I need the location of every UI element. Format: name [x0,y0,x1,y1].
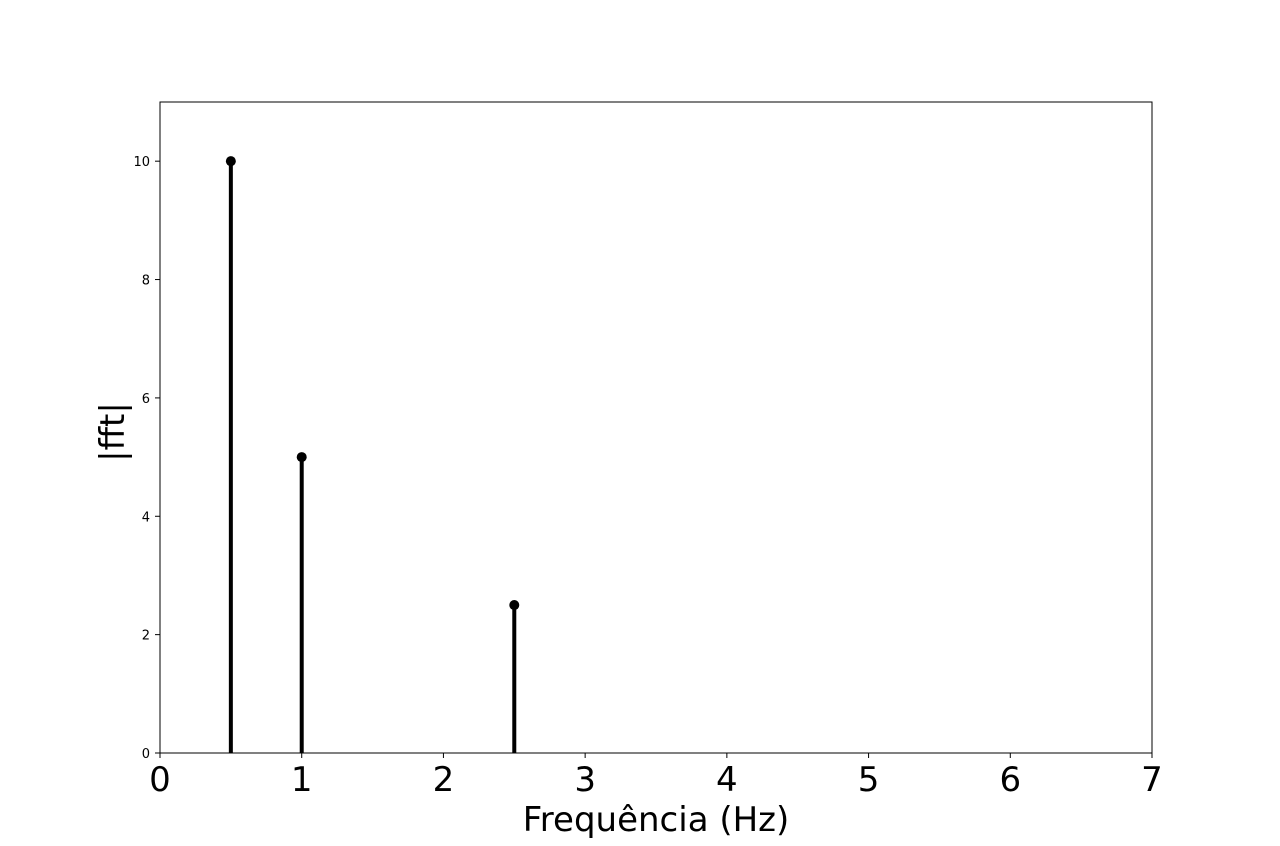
x-tick-label-4: 4 [716,760,738,800]
y-tick-label-1: 2 [142,629,150,644]
y-tick-label-0: 0 [142,747,150,762]
stem-marker-2 [509,600,520,611]
x-tick-label-2: 2 [433,760,455,800]
stem-marker-1 [296,452,307,463]
x-tick-label-7: 7 [1141,760,1163,800]
x-tick-label-5: 5 [858,760,880,800]
y-tick-label-4: 8 [142,274,150,289]
x-tick-label-0: 0 [149,760,171,800]
stem-marker-0 [225,156,236,167]
x-axis-ticks: 0 1 2 3 4 5 6 7 [149,753,1163,800]
plot-area-background [160,102,1152,753]
y-axis-label: |fft| [93,402,133,462]
y-axis-ticks: 0 2 4 6 8 10 [133,155,160,762]
x-tick-label-6: 6 [999,760,1021,800]
markers-layer [225,156,520,611]
y-tick-label-2: 4 [142,510,150,525]
x-tick-label-1: 1 [291,760,313,800]
y-tick-label-5: 10 [133,155,150,170]
x-axis-label: Frequência (Hz) [523,800,790,840]
y-tick-label-3: 6 [142,392,150,407]
plot-frame [159,101,1153,754]
x-tick-label-3: 3 [574,760,596,800]
stems-layer [228,161,517,753]
